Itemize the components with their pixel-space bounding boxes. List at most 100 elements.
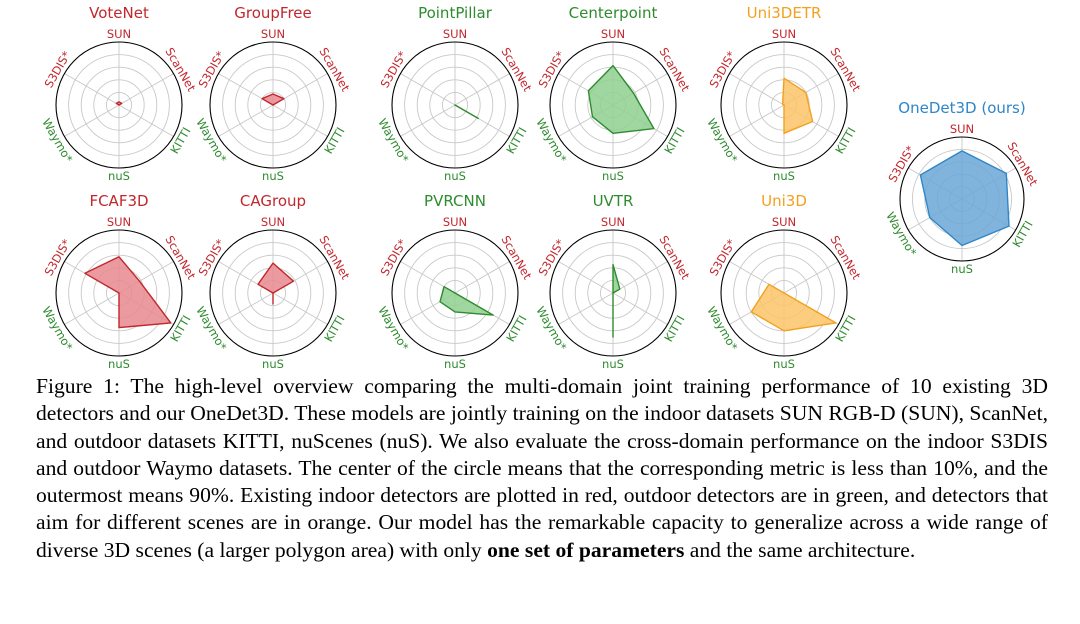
grid-spoke: [272, 292, 328, 325]
grid-spoke: [64, 292, 120, 325]
axis-label-kitti: KITTI: [503, 125, 529, 156]
axis-label-waymo: Waymo*: [704, 116, 740, 165]
outer-ring: [391, 41, 519, 169]
data-polygon-uni3d: [750, 283, 837, 332]
axis-label-scannet: ScanNet: [498, 233, 534, 282]
data-polygon-groupfree: [261, 93, 285, 106]
caption-bold-text: one set of parameters: [487, 537, 685, 562]
grid-spoke: [454, 261, 510, 294]
chart-title-pointpillar: PointPillar: [418, 4, 493, 22]
radar-cagroup: SUN ScanNet KITTI nuS Waymo* S3DIS* CAGroup: [193, 192, 353, 371]
outer-ring: [549, 229, 677, 357]
axis-label-sun: SUN: [261, 27, 285, 41]
axis-label-nus: nuS: [444, 357, 466, 371]
axis-label-s3dis: S3DIS*: [41, 49, 73, 91]
radar-fcaf3d: SUN ScanNet KITTI nuS Waymo* S3DIS* FCAF3D: [39, 192, 199, 371]
radar-onedet3d-ours: SUN ScanNet KITTI nuS Waymo* S3DIS* OneDet3D (…: [883, 99, 1041, 276]
axis-label-kitti: KITTI: [661, 125, 687, 156]
axis-label-scannet: ScanNet: [1004, 140, 1040, 189]
axis-label-kitti: KITTI: [832, 125, 858, 156]
grid-spoke: [400, 73, 456, 106]
grid-spoke: [64, 73, 120, 106]
caption-text-end: and the same architecture.: [684, 537, 916, 562]
outer-ring: [899, 136, 1025, 262]
axis-label-kitti: KITTI: [503, 313, 529, 344]
axis-label-s3dis: S3DIS*: [535, 237, 567, 279]
axis-label-sun: SUN: [107, 215, 131, 229]
axis-label-sun: SUN: [772, 215, 796, 229]
axis-label-kitti: KITTI: [1009, 218, 1035, 249]
axis-label-nus: nuS: [262, 357, 284, 371]
grid-spoke: [218, 292, 274, 325]
axis-label-waymo: Waymo*: [193, 116, 229, 165]
axis-label-nus: nuS: [108, 357, 130, 371]
radar-uni3detr: SUN ScanNet KITTI nuS Waymo* S3DIS* Uni3DETR: [704, 4, 864, 183]
axis-label-waymo: Waymo*: [704, 304, 740, 353]
axis-label-kitti: KITTI: [167, 125, 193, 156]
axis-label-scannet: ScanNet: [498, 45, 534, 94]
axis-label-nus: nuS: [444, 169, 466, 183]
grid-spoke: [118, 73, 174, 106]
axis-label-waymo: Waymo*: [533, 116, 569, 165]
outer-ring: [55, 229, 183, 357]
chart-title-centerpoint: Centerpoint: [569, 4, 658, 22]
radar-chart-grid: SUN ScanNet KITTI nuS Waymo* S3DIS* VoteNet SUN…: [39, 4, 1041, 371]
axis-label-waymo: Waymo*: [39, 304, 75, 353]
axis-label-s3dis: S3DIS*: [885, 143, 917, 185]
grid-spoke: [783, 261, 839, 294]
chart-title-groupfree: GroupFree: [234, 4, 312, 22]
axis-label-waymo: Waymo*: [375, 116, 411, 165]
radar-pointpillar: SUN ScanNet KITTI nuS Waymo* S3DIS* PointPilla…: [375, 4, 535, 183]
axis-label-sun: SUN: [601, 215, 625, 229]
grid-spoke: [118, 104, 174, 137]
radar-votenet: SUN ScanNet KITTI nuS Waymo* S3DIS* VoteNet: [39, 4, 199, 183]
axis-label-waymo: Waymo*: [39, 116, 75, 165]
axis-label-s3dis: S3DIS*: [706, 49, 738, 91]
axis-label-kitti: KITTI: [321, 313, 347, 344]
axis-label-sun: SUN: [107, 27, 131, 41]
grid-spoke: [729, 73, 785, 106]
axis-label-s3dis: S3DIS*: [195, 237, 227, 279]
figure-caption: Figure 1: The high-level overview compar…: [36, 373, 1048, 564]
data-polygon-pvrcnn: [439, 286, 494, 316]
radar-pvrcnn: SUN ScanNet KITTI nuS Waymo* S3DIS* PVRCNN: [375, 192, 535, 371]
axis-label-sun: SUN: [772, 27, 796, 41]
data-polygon-uni3detr: [781, 77, 814, 135]
data-polygon-uvtr: [612, 263, 621, 338]
grid-spoke: [729, 104, 785, 137]
outer-ring: [391, 229, 519, 357]
axis-label-s3dis: S3DIS*: [377, 237, 409, 279]
data-polygon-cagroup: [257, 262, 295, 305]
grid-spoke: [64, 104, 120, 137]
axis-label-scannet: ScanNet: [162, 45, 198, 94]
caption-text: Figure 1: The high-level overview compar…: [36, 374, 1048, 562]
axis-label-scannet: ScanNet: [656, 233, 692, 282]
chart-title-uvtr: UVTR: [593, 192, 634, 210]
axis-label-nus: nuS: [602, 357, 624, 371]
axis-label-waymo: Waymo*: [193, 304, 229, 353]
outer-ring: [55, 41, 183, 169]
grid-spoke: [454, 73, 510, 106]
outer-ring: [209, 229, 337, 357]
chart-title-votenet: VoteNet: [89, 4, 149, 22]
data-polygon-pointpillar: [454, 104, 479, 120]
axis-label-scannet: ScanNet: [827, 45, 863, 94]
radar-groupfree: SUN ScanNet KITTI nuS Waymo* S3DIS* GroupFree: [193, 4, 353, 183]
axis-label-scannet: ScanNet: [316, 233, 352, 282]
chart-title-uni3detr: Uni3DETR: [747, 4, 822, 22]
data-polygon-fcaf3d: [84, 256, 172, 329]
radar-figure: SUN ScanNet KITTI nuS Waymo* S3DIS* VoteNet SUN…: [39, 4, 1041, 371]
axis-label-waymo: Waymo*: [883, 210, 919, 259]
axis-label-kitti: KITTI: [321, 125, 347, 156]
grid-spoke: [272, 104, 328, 137]
axis-label-kitti: KITTI: [661, 313, 687, 344]
radar-centerpoint: SUN ScanNet KITTI nuS Waymo* S3DIS* Centerpoin…: [533, 4, 693, 183]
chart-title-pvrcnn: PVRCNN: [424, 192, 486, 210]
data-polygon-onedet3d-ours: [919, 150, 1010, 247]
axis-label-sun: SUN: [443, 27, 467, 41]
axis-label-s3dis: S3DIS*: [706, 237, 738, 279]
chart-title-onedet3d-ours: OneDet3D (ours): [898, 99, 1025, 117]
grid-spoke: [612, 292, 668, 325]
axis-label-nus: nuS: [262, 169, 284, 183]
outer-ring: [209, 41, 337, 169]
